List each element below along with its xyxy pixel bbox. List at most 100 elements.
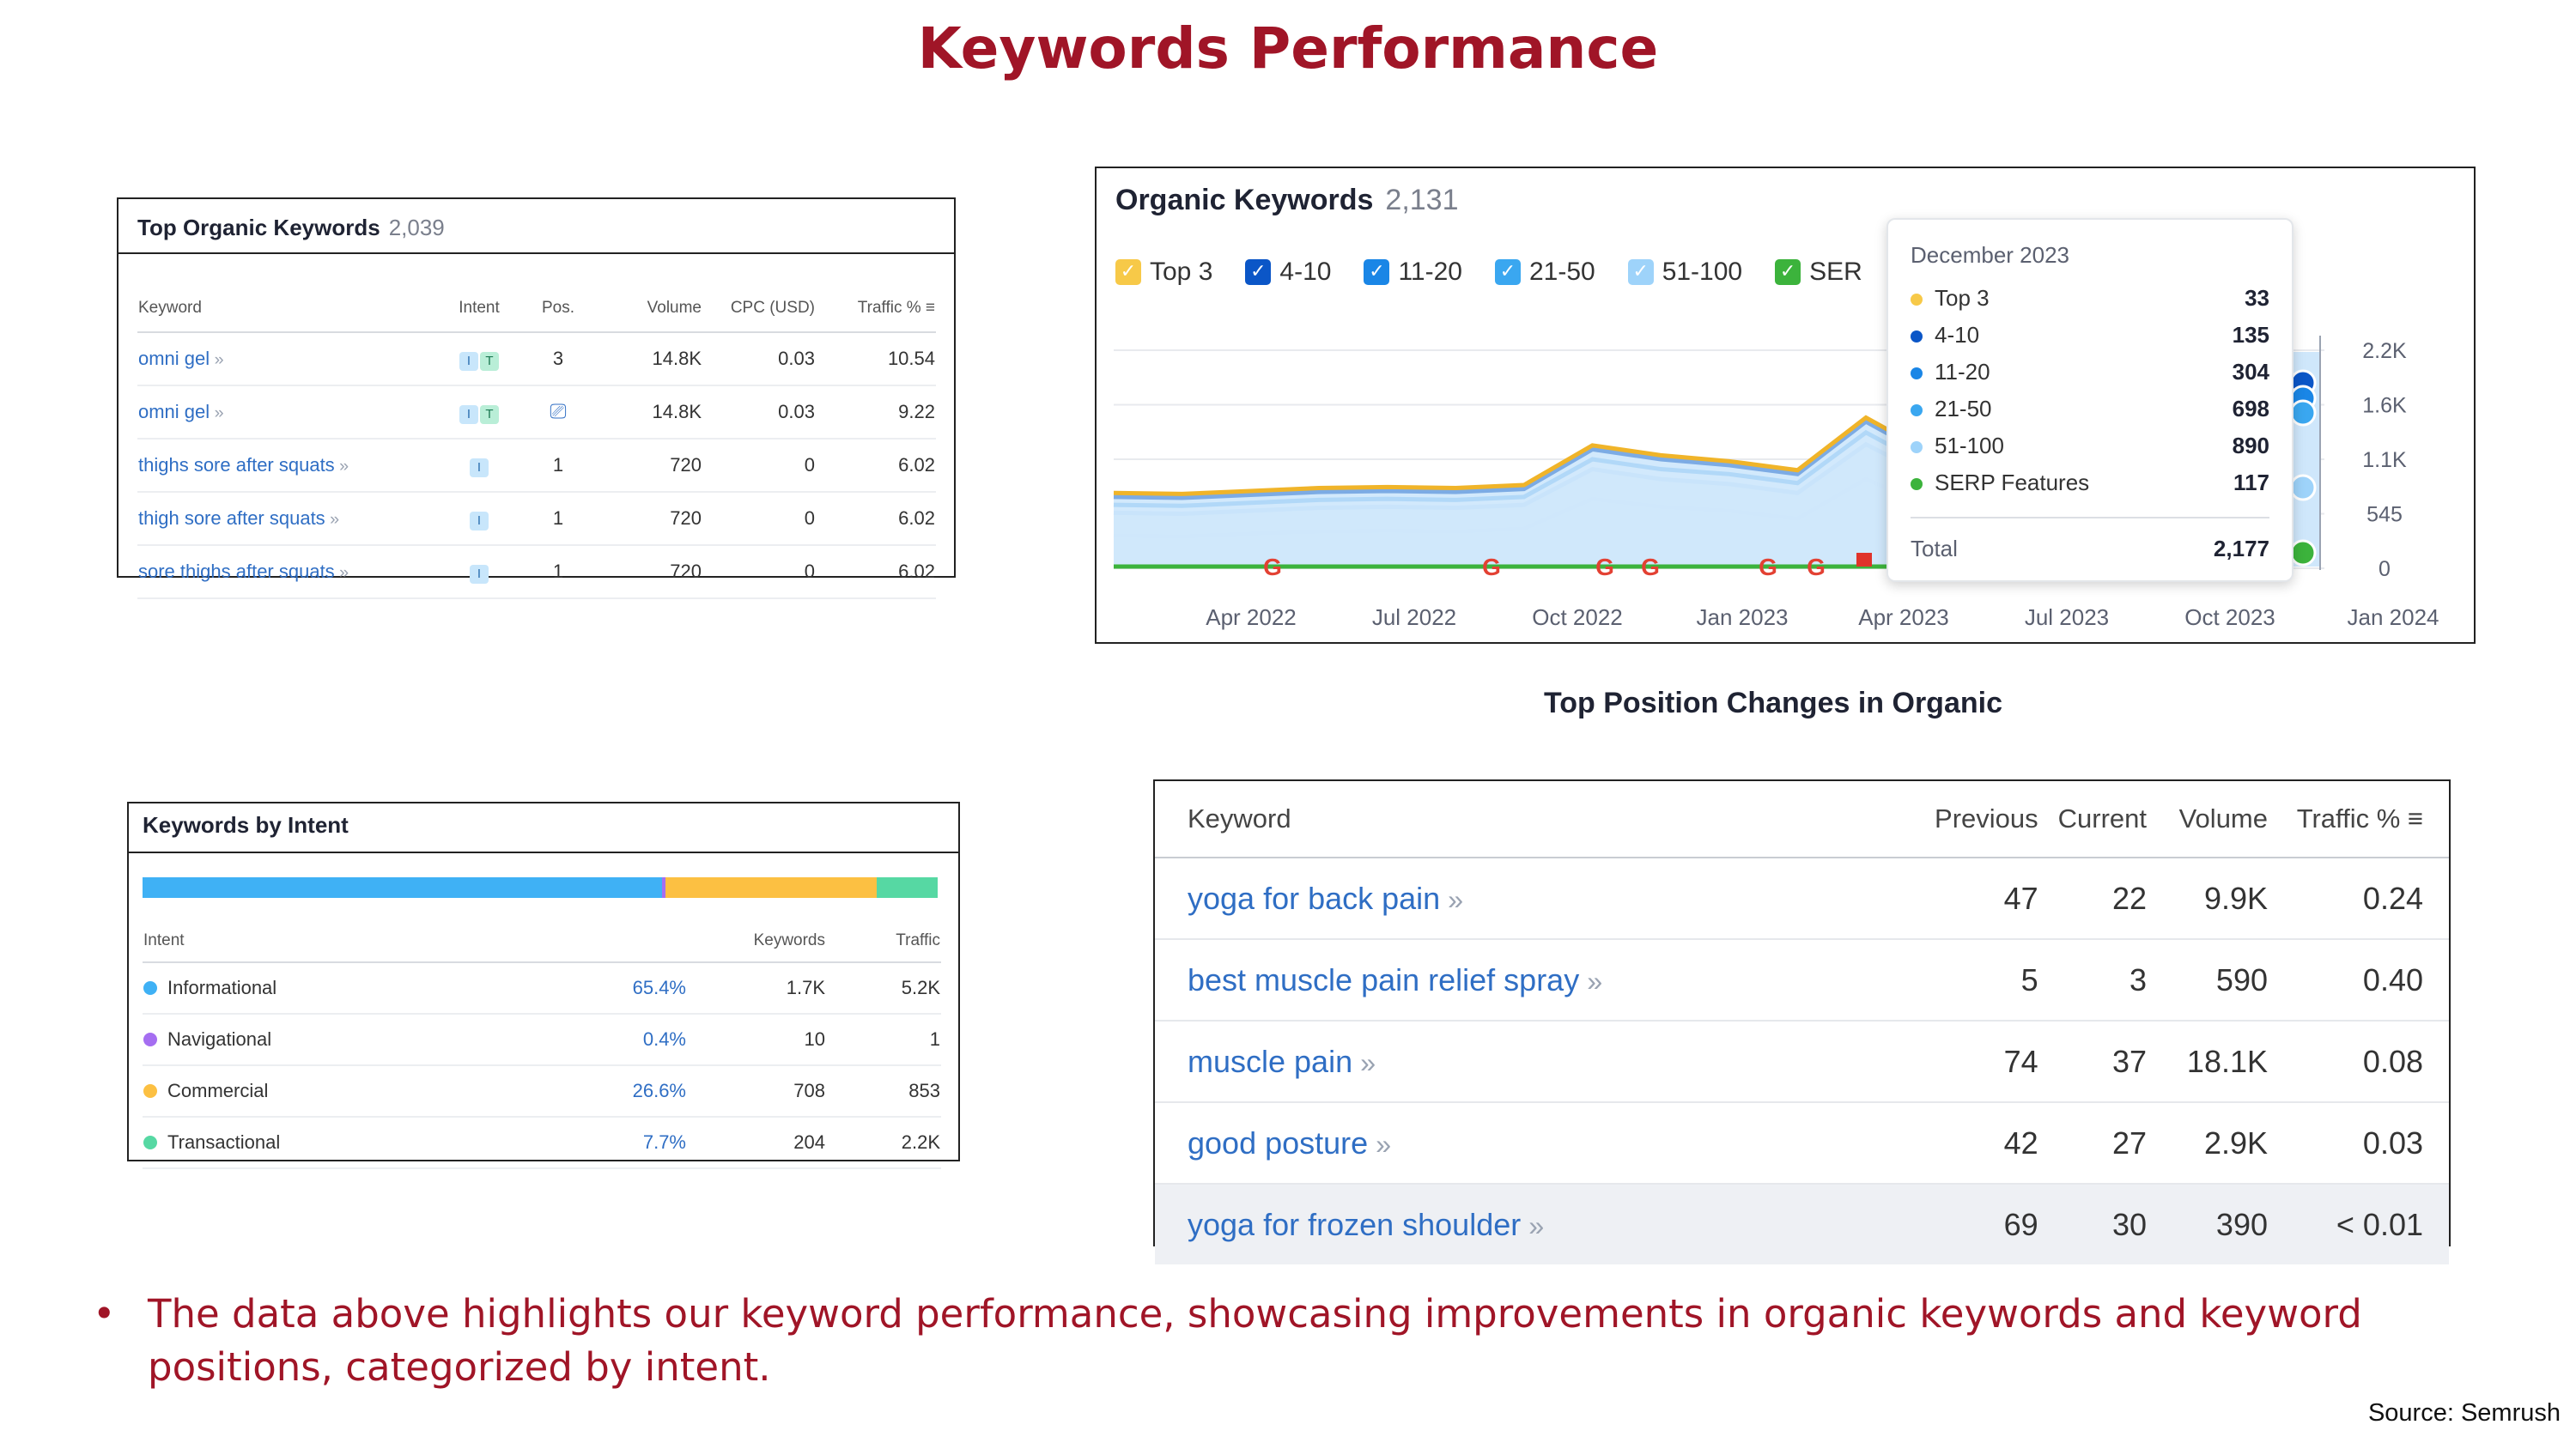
pos-cell: 1 [510, 439, 606, 493]
legend-item[interactable]: ✓ 4-10 [1245, 258, 1331, 287]
col-intent[interactable]: Intent [448, 285, 510, 333]
share-link[interactable]: 7.7% [488, 1117, 687, 1169]
intent-bar-segment[interactable] [662, 877, 665, 898]
intent-dot [143, 1033, 157, 1046]
intent-badge: I [459, 404, 478, 424]
chevron-right-icon[interactable]: » [210, 403, 224, 422]
traffic-cell: 5.2K [826, 962, 941, 1015]
col-keyword[interactable]: Keyword [1155, 781, 1935, 858]
flag-icon[interactable] [1856, 553, 1872, 567]
intent-stacked-bar [143, 877, 939, 898]
series-dot [1911, 404, 1923, 417]
chevron-right-icon[interactable]: » [1368, 1128, 1392, 1160]
google-update-icon[interactable]: G [1482, 554, 1501, 580]
legend-item[interactable]: ✓ 21-50 [1494, 258, 1595, 287]
current-cell: 22 [2057, 858, 2172, 940]
series-dot [1911, 478, 1923, 491]
col-current[interactable]: Current [2057, 781, 2172, 858]
chevron-right-icon[interactable]: » [210, 350, 224, 369]
intent-bar-segment[interactable] [143, 877, 662, 898]
google-update-icon[interactable]: G [1759, 554, 1777, 580]
position-changes-title: Top Position Changes in Organic [1544, 687, 2002, 719]
legend-item[interactable]: ✓ SER [1775, 258, 1862, 287]
keywords-cell: 1.7K [687, 962, 826, 1015]
tooltip-label: 51-100 [1935, 433, 2004, 458]
keywords-cell: 204 [687, 1117, 826, 1169]
col-keyword[interactable]: Keyword [137, 285, 448, 333]
keyword-cell: best muscle pain relief spray » [1155, 939, 1935, 1022]
checkbox-icon[interactable]: ✓ [1494, 259, 1521, 285]
share-link[interactable]: 0.4% [488, 1014, 687, 1066]
sort-icon[interactable]: ≡ [925, 299, 935, 317]
intent-badge: T [480, 404, 499, 424]
intent-dot [143, 1084, 157, 1098]
chevron-right-icon[interactable]: » [334, 563, 349, 582]
share-link[interactable]: 26.6% [488, 1065, 687, 1118]
hover-point [2289, 399, 2317, 427]
y-tick-label: 545 [2366, 503, 2403, 527]
chevron-right-icon[interactable]: » [1440, 883, 1464, 915]
checkbox-icon[interactable]: ✓ [1775, 259, 1801, 285]
col-volume[interactable]: Volume [606, 285, 702, 333]
intent-label: Navigational [167, 1028, 272, 1050]
top-organic-keywords-panel: Top Organic Keywords 2,039 Keyword Intent… [117, 197, 956, 599]
google-update-icon[interactable]: G [1263, 554, 1282, 580]
keyword-link[interactable]: muscle pain [1188, 1043, 1353, 1079]
checkbox-icon[interactable]: ✓ [1115, 259, 1141, 285]
keyword-link[interactable]: yoga for frozen shoulder [1188, 1206, 1522, 1242]
traffic-cell: 2.2K [826, 1117, 941, 1169]
intent-label: Transactional [167, 1131, 281, 1153]
legend-item[interactable]: ✓ Top 3 [1115, 258, 1212, 287]
volume-cell: 2.9K [2172, 1102, 2293, 1185]
position-changes-table: Keyword Previous Current Volume Traffic … [1155, 781, 2449, 1264]
checkbox-icon[interactable]: ✓ [1364, 259, 1390, 285]
google-update-icon[interactable]: G [1807, 554, 1826, 580]
traffic-cell: 1 [826, 1014, 941, 1066]
intent-badge: I [470, 564, 489, 584]
col-traffic[interactable]: Traffic % ≡ [816, 285, 936, 333]
table-row: best muscle pain relief spray » 5 3 590 0.40 [1155, 939, 2449, 1022]
chevron-right-icon[interactable]: » [1579, 965, 1603, 997]
keyword-link[interactable]: omni gel [138, 348, 210, 369]
intent-cell: Transactional [143, 1117, 488, 1169]
col-cpc[interactable]: CPC (USD) [702, 285, 816, 333]
table-row: Commercial 26.6% 708 853 [143, 1065, 941, 1118]
intent-bar-segment[interactable] [876, 877, 939, 898]
legend-item[interactable]: ✓ 11-20 [1364, 258, 1462, 287]
google-update-icon[interactable]: G [1641, 554, 1660, 580]
cpc-cell: 0.03 [702, 385, 816, 440]
col-pos[interactable]: Pos. [510, 285, 606, 333]
chevron-right-icon[interactable]: » [334, 457, 349, 476]
keyword-cell: omni gel » [137, 332, 448, 386]
chevron-right-icon[interactable]: » [1521, 1210, 1545, 1241]
pos-cell: ⎚ [510, 385, 606, 440]
keyword-link[interactable]: thigh sore after squats [138, 507, 325, 529]
keyword-link[interactable]: sore thighs after squats [138, 561, 335, 582]
checkbox-icon[interactable]: ✓ [1245, 259, 1272, 285]
col-previous[interactable]: Previous [1934, 781, 2057, 858]
intent-bar-segment[interactable] [665, 877, 877, 898]
chevron-right-icon[interactable]: » [325, 510, 340, 529]
divider [118, 252, 954, 254]
keyword-link[interactable]: thighs sore after squats [138, 454, 335, 476]
traffic-cell: 6.02 [816, 492, 936, 546]
keyword-link[interactable]: best muscle pain relief spray [1188, 961, 1580, 997]
table-row: yoga for back pain » 47 22 9.9K 0.24 [1155, 858, 2449, 940]
chevron-right-icon[interactable]: » [1352, 1046, 1376, 1078]
legend-item[interactable]: ✓ 51-100 [1627, 258, 1742, 287]
traffic-cell: 9.22 [816, 385, 936, 440]
share-link[interactable]: 65.4% [488, 962, 687, 1015]
keyword-link[interactable]: good posture [1188, 1125, 1369, 1161]
col-traffic[interactable]: Traffic % ≡ [2293, 781, 2449, 858]
checkbox-icon[interactable]: ✓ [1627, 259, 1654, 285]
keyword-link[interactable]: yoga for back pain [1188, 880, 1441, 916]
table-row: omni gel » I T ⎚ 14.8K 0.03 9.22 [137, 385, 936, 440]
col-intent: Intent [143, 920, 488, 963]
col-volume[interactable]: Volume [2172, 781, 2293, 858]
keyword-link[interactable]: omni gel [138, 401, 210, 422]
hover-point [2289, 474, 2317, 501]
keyword-cell: thigh sore after squats » [137, 492, 448, 546]
sort-icon[interactable]: ≡ [2407, 803, 2423, 834]
google-update-icon[interactable]: G [1595, 554, 1614, 580]
